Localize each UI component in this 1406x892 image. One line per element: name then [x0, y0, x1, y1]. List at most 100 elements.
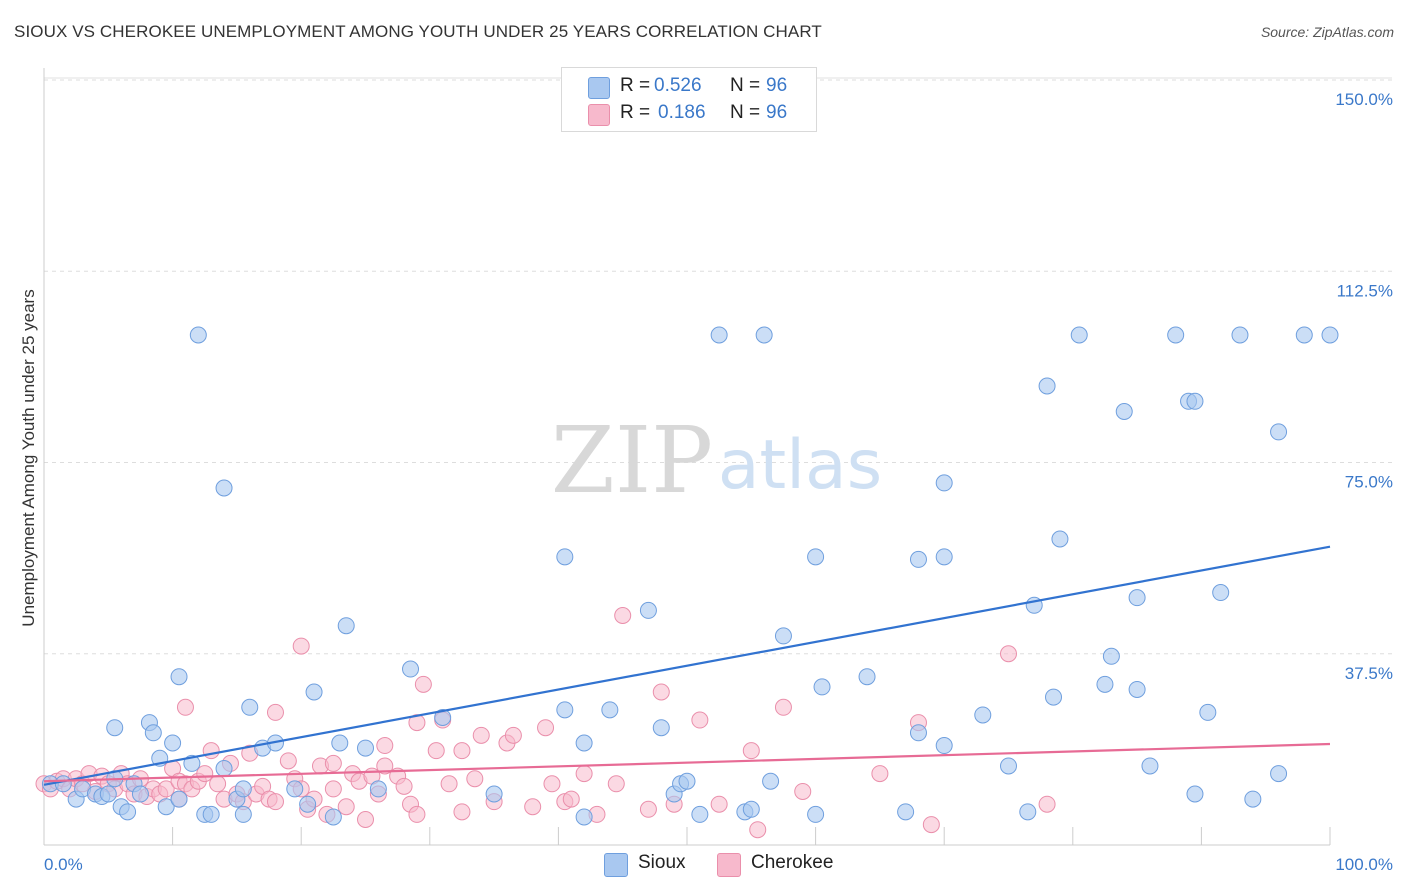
sioux-point — [1128, 680, 1146, 698]
sioux-point — [1038, 377, 1056, 395]
sioux-point — [710, 326, 728, 344]
legend-r-label: R = — [620, 75, 651, 96]
cherokee-point — [414, 675, 432, 693]
sioux-point — [106, 719, 124, 737]
sioux-point — [556, 548, 574, 566]
cherokee-point — [357, 811, 374, 828]
grid-layer — [44, 77, 1392, 655]
sioux-point — [337, 617, 355, 635]
sioux-point — [119, 803, 137, 821]
sioux-point — [1167, 326, 1185, 344]
cherokee-point — [1038, 795, 1056, 813]
sioux-point — [935, 737, 953, 755]
sioux-point — [234, 780, 252, 798]
sioux-point — [144, 724, 162, 742]
sioux-point — [99, 785, 117, 803]
chart-title: SIOUX VS CHEROKEE UNEMPLOYMENT AMONG YOU… — [14, 22, 822, 41]
sioux-point — [974, 706, 992, 724]
sioux-point — [1321, 326, 1339, 344]
sioux-points — [41, 326, 1339, 826]
sioux-point — [170, 790, 188, 808]
cherokee-point — [466, 770, 484, 788]
sioux-point — [331, 734, 349, 752]
sioux-point — [774, 627, 792, 645]
sioux-point — [170, 668, 188, 686]
cherokee-point — [266, 703, 284, 721]
watermark-zip: ZIP — [551, 407, 713, 514]
sioux-point — [762, 772, 780, 790]
cherokee-point — [1000, 645, 1017, 663]
trend-lines — [43, 545, 1331, 786]
y-tick-label: 75.0% — [1345, 473, 1393, 492]
legend-n-label: N = — [730, 102, 761, 123]
cherokee-point — [524, 798, 542, 816]
cherokee-point — [562, 790, 580, 808]
cherokee-point — [543, 775, 561, 793]
cherokee-point — [324, 780, 342, 798]
sioux-point — [241, 698, 259, 716]
sioux-point — [909, 724, 927, 742]
cherokee-point — [427, 742, 445, 760]
sioux-swatch — [588, 77, 610, 99]
legend: R = 0.526 N = 96 R = 0.186 N = 96 — [561, 67, 817, 132]
cherokee-point — [472, 726, 490, 744]
legend-r-label: R = — [620, 102, 651, 123]
sioux-point — [1128, 589, 1146, 607]
sioux-point — [575, 808, 593, 826]
sioux-point — [742, 800, 760, 818]
sioux-point — [1244, 790, 1262, 808]
sioux-point — [1186, 785, 1204, 803]
cherokee-point — [575, 765, 593, 783]
cherokee-point — [871, 765, 889, 783]
sioux-point — [189, 326, 207, 344]
sioux-point — [183, 754, 201, 772]
sioux-point — [234, 805, 252, 823]
sioux-point — [215, 479, 233, 497]
sioux-point — [1115, 403, 1133, 420]
source-label: Source: ZipAtlas.com — [1260, 24, 1394, 40]
sioux-swatch — [604, 853, 628, 877]
sioux-point — [678, 772, 696, 790]
cherokee-point — [504, 726, 522, 744]
watermark-atlas: atlas — [718, 426, 882, 505]
cherokee-point — [614, 607, 632, 624]
sioux-point — [54, 775, 72, 793]
cherokee-point — [710, 795, 728, 813]
sioux-point — [652, 719, 670, 737]
legend-n-label: N = — [730, 75, 761, 96]
sioux-point — [935, 474, 953, 492]
sioux-trend-line — [43, 545, 1331, 786]
cherokee-point — [337, 798, 355, 816]
sioux-point — [1270, 765, 1288, 783]
cherokee-point — [742, 742, 760, 760]
sioux-point — [485, 785, 503, 803]
cherokee-point — [324, 754, 342, 772]
axis-layer: 37.5% 75.0% 112.5% 150.0% 0.0% 100.0% — [43, 68, 1393, 874]
sioux-point — [1019, 803, 1037, 821]
x-tick-label: 100.0% — [1335, 855, 1393, 874]
sioux-point — [324, 808, 342, 826]
sioux-point — [556, 701, 574, 719]
legend-n-value: 96 — [766, 102, 788, 123]
sioux-point — [1295, 326, 1313, 344]
cherokee-point — [408, 805, 426, 823]
sioux-point — [1051, 530, 1069, 548]
sioux-point — [639, 601, 657, 619]
cherokee-point — [292, 637, 310, 655]
cherokee-point — [922, 816, 940, 834]
sioux-point — [357, 739, 374, 757]
cherokee-point — [440, 775, 458, 793]
sioux-point — [1045, 688, 1063, 706]
cherokee-point — [453, 742, 471, 760]
cherokee-points — [35, 607, 1056, 839]
cherokee-point — [774, 698, 792, 716]
cherokee-point — [794, 782, 812, 800]
cherokee-point — [279, 752, 297, 770]
cherokee-point — [607, 775, 625, 793]
sioux-point — [131, 785, 149, 803]
sioux-point — [575, 734, 593, 752]
sioux-point — [202, 805, 220, 823]
bottom-legend-label: Cherokee — [751, 852, 834, 873]
y-tick-label: 112.5% — [1337, 281, 1393, 300]
